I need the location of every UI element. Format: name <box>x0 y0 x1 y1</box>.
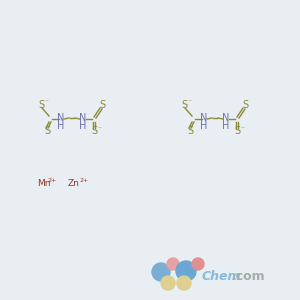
Text: 2+: 2+ <box>79 178 88 182</box>
Text: Zn: Zn <box>68 178 80 188</box>
Text: S: S <box>91 126 97 136</box>
Circle shape <box>192 258 204 270</box>
Text: S: S <box>44 126 50 136</box>
Text: ⁻: ⁻ <box>240 124 244 134</box>
Text: S: S <box>234 126 240 136</box>
Text: S: S <box>187 126 193 136</box>
Text: N: N <box>200 113 208 123</box>
Circle shape <box>161 276 175 290</box>
Text: H: H <box>200 121 208 131</box>
Text: N: N <box>79 113 87 123</box>
Text: ⁻: ⁻ <box>97 124 101 134</box>
Text: S: S <box>242 100 248 110</box>
Text: H: H <box>222 121 230 131</box>
Text: H: H <box>79 121 87 131</box>
Text: Chem: Chem <box>202 271 242 284</box>
Text: ⁻: ⁻ <box>44 98 48 106</box>
Text: Mn: Mn <box>37 178 50 188</box>
Circle shape <box>167 258 179 270</box>
Text: 2+: 2+ <box>48 178 57 182</box>
Circle shape <box>176 261 196 281</box>
Text: .com: .com <box>232 271 266 284</box>
Text: S: S <box>181 100 187 110</box>
Text: S: S <box>38 100 44 110</box>
Circle shape <box>152 263 170 281</box>
Text: S: S <box>99 100 105 110</box>
Text: N: N <box>222 113 230 123</box>
Text: H: H <box>57 121 65 131</box>
Text: ⁻: ⁻ <box>187 98 191 106</box>
Text: N: N <box>57 113 65 123</box>
Circle shape <box>177 276 191 290</box>
